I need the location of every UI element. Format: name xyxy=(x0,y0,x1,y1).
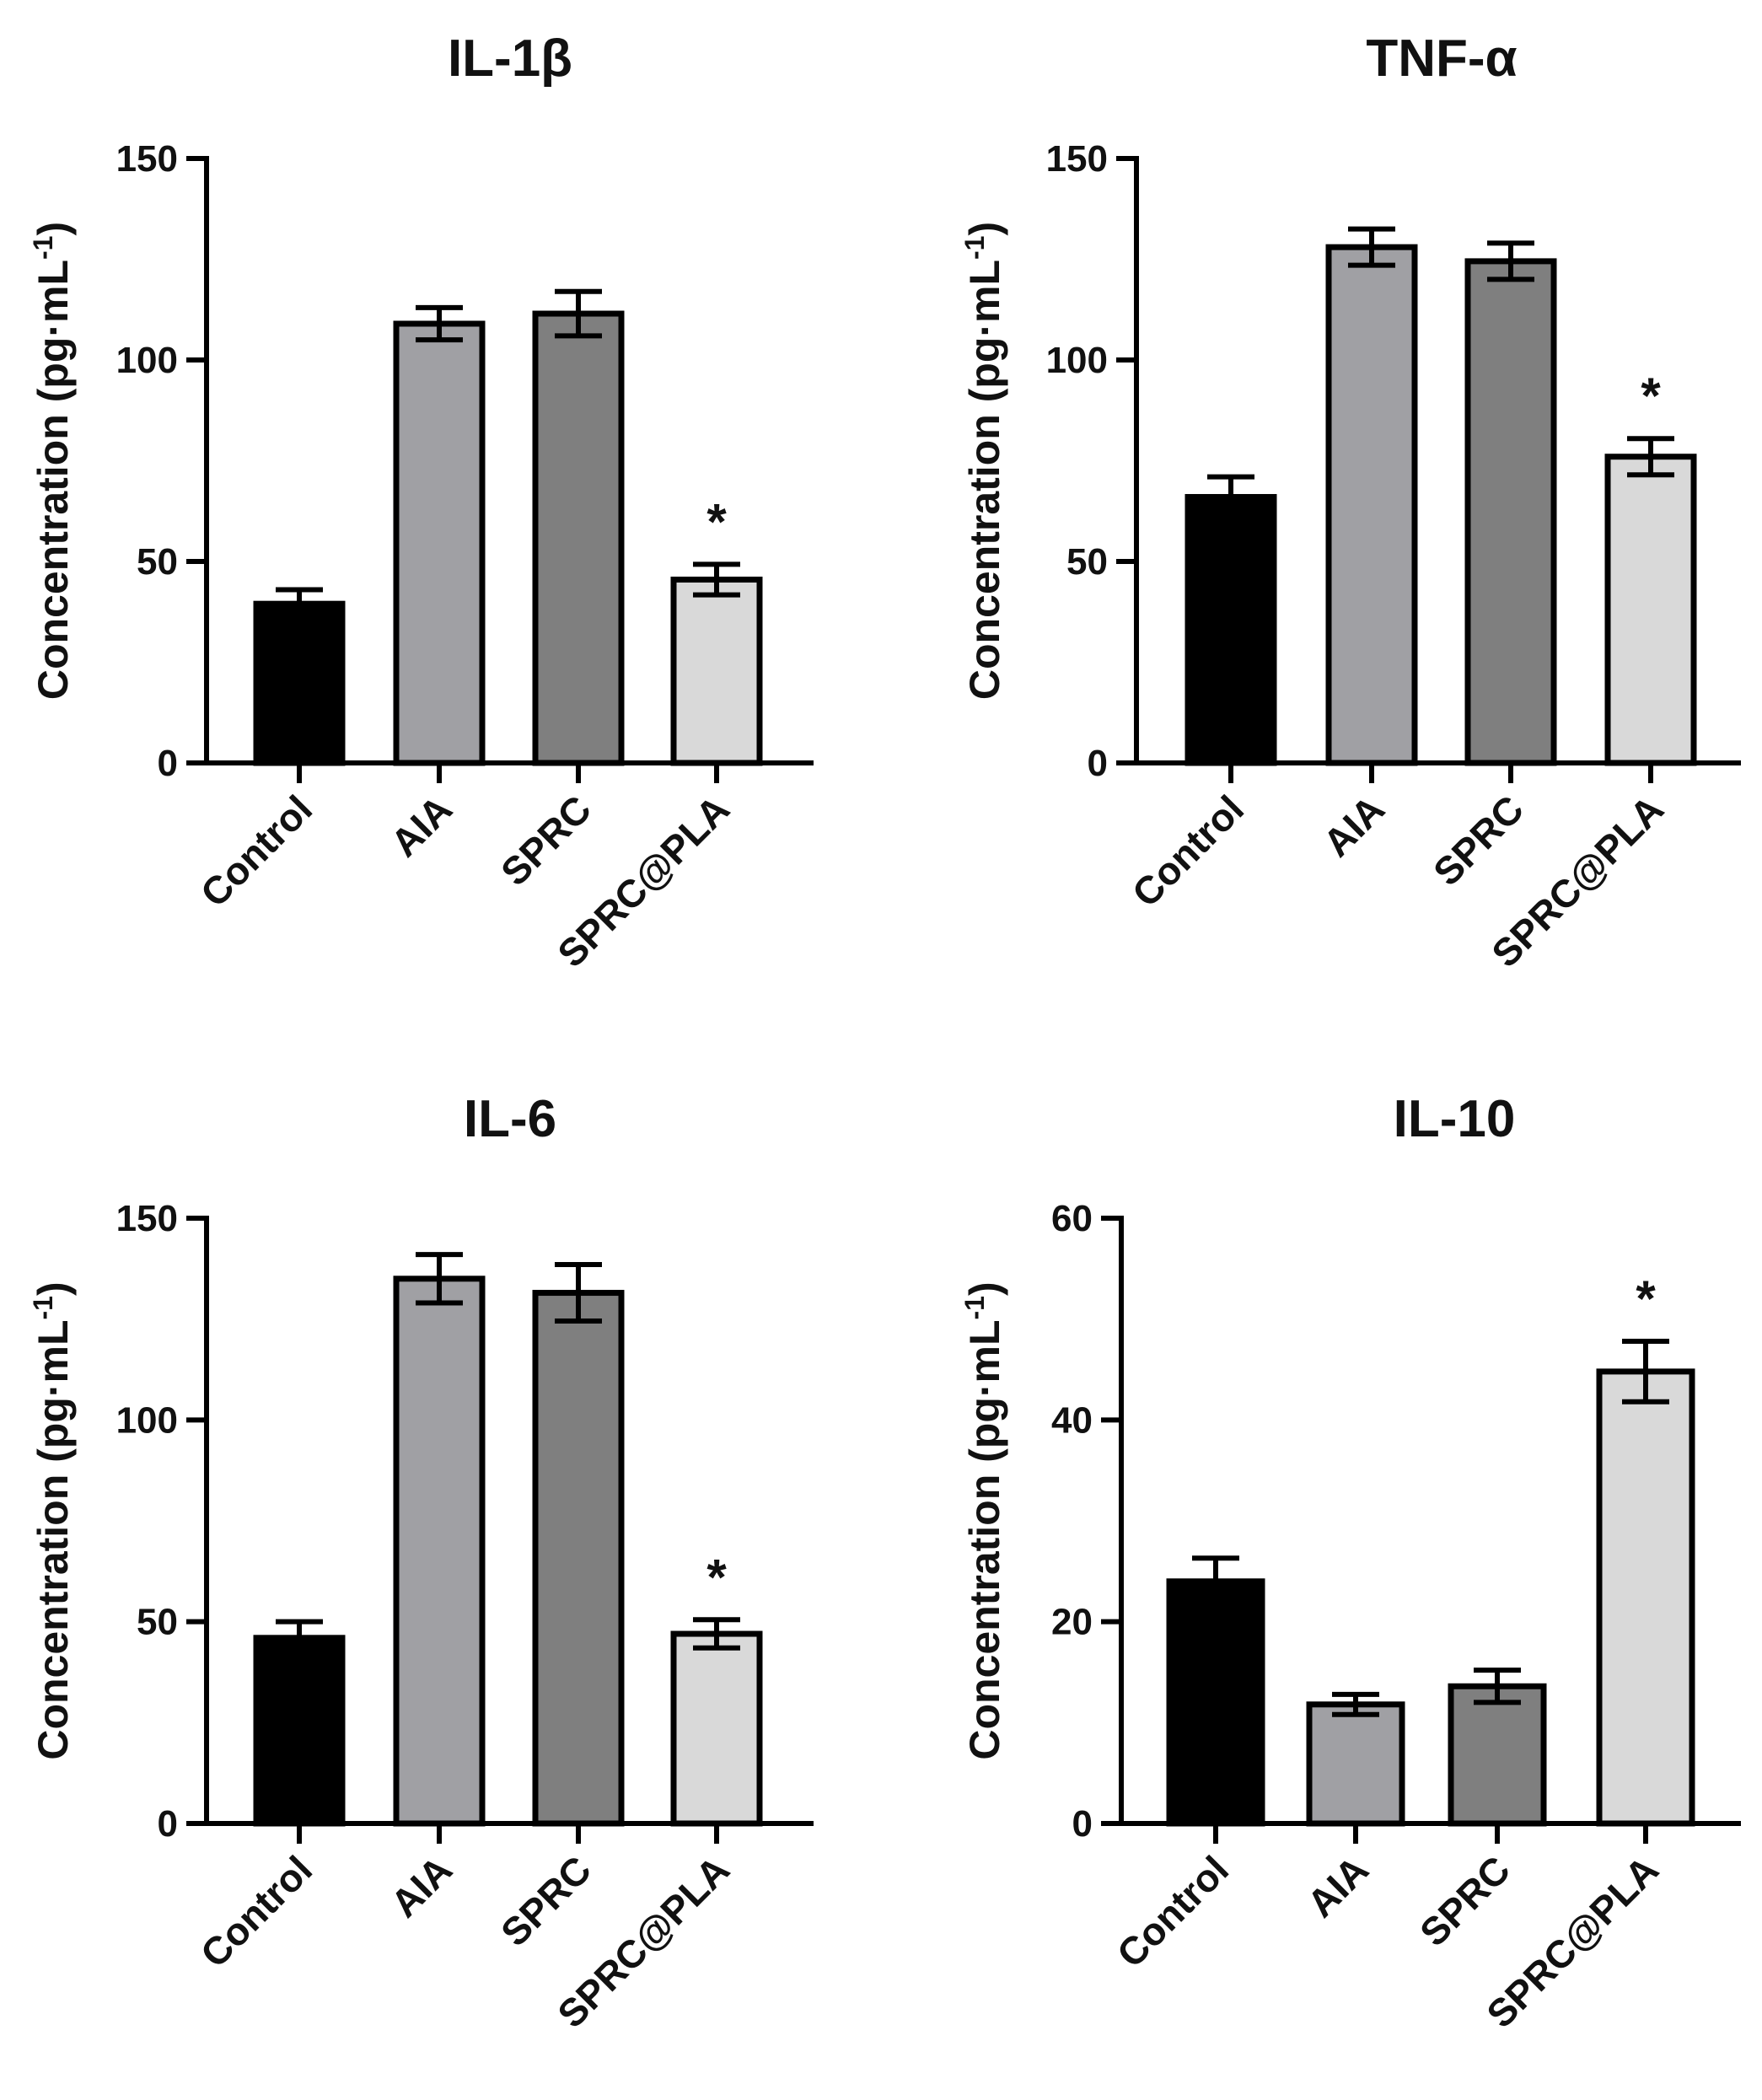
panel-title: TNF-α xyxy=(1366,30,1517,88)
significance-mark: * xyxy=(706,493,727,550)
y-tick-label: 0 xyxy=(158,1803,178,1845)
category-label: AIA xyxy=(1298,1847,1377,1925)
y-tick-label: 20 xyxy=(1051,1602,1093,1643)
y-axis-label: Concentration (pg·mL-1) xyxy=(28,222,77,700)
y-tick-label: 150 xyxy=(116,1198,178,1239)
error-bar xyxy=(416,1252,463,1306)
error-bar xyxy=(1192,1555,1239,1608)
significance-mark: * xyxy=(1636,1270,1656,1327)
error-bar xyxy=(276,587,323,620)
error-bar xyxy=(1627,436,1674,478)
bar-control xyxy=(1166,1578,1265,1827)
error-bar xyxy=(1474,1668,1521,1705)
bar-control xyxy=(253,600,346,766)
significance-mark: * xyxy=(1641,368,1661,424)
error-bar xyxy=(1207,474,1254,520)
panel-2: TNF-α Concentration (pg·mL-1) Control AIA SP… xyxy=(959,30,1741,975)
y-tick-label: 50 xyxy=(137,541,178,583)
y-tick-label: 100 xyxy=(116,1399,178,1441)
error-bar xyxy=(1332,1691,1379,1717)
panel-title: IL-1β xyxy=(448,30,572,88)
error-bar xyxy=(416,304,463,343)
category-label: Control xyxy=(1124,787,1252,915)
y-tick-label: 0 xyxy=(1072,1803,1093,1845)
bar-sprc xyxy=(532,1290,625,1827)
error-bar xyxy=(693,561,740,598)
bar-sprc xyxy=(532,310,625,766)
bar-aia xyxy=(1325,244,1418,766)
y-axis-label: Concentration (pg·mL-1) xyxy=(959,222,1008,700)
y-tick-label: 0 xyxy=(158,743,178,784)
category-label: SPRC xyxy=(1425,787,1532,894)
y-axis-label-close: ) xyxy=(30,1281,77,1296)
bar-sprcpla xyxy=(670,1630,763,1827)
category-label: SPRC xyxy=(492,1847,599,1954)
y-tick-label: 150 xyxy=(116,138,178,180)
bar-sprcpla xyxy=(670,577,763,766)
y-tick-label: 100 xyxy=(1046,340,1108,381)
bar-sprcpla xyxy=(1596,1368,1695,1827)
category-label: Control xyxy=(192,1847,320,1975)
y-axis-label-main: Concentration (pg·mL xyxy=(30,1319,77,1759)
bar-control xyxy=(253,1635,346,1827)
category-label: AIA xyxy=(382,787,460,865)
error-bar xyxy=(1622,1338,1669,1404)
bar-control xyxy=(1185,494,1277,766)
y-axis-label: Concentration (pg·mL-1) xyxy=(28,1281,77,1759)
panel-title: IL-10 xyxy=(1394,1090,1516,1148)
bar-aia xyxy=(393,1276,486,1827)
y-axis-label-superscript: -1 xyxy=(959,1296,990,1319)
category-label: Control xyxy=(1109,1847,1237,1975)
y-axis-label-close: ) xyxy=(30,222,77,236)
y-tick-label: 0 xyxy=(1088,743,1108,784)
y-tick-label: 50 xyxy=(1066,541,1108,583)
error-bar xyxy=(693,1617,740,1651)
category-label: Control xyxy=(192,787,320,915)
error-bar xyxy=(1487,240,1534,282)
y-axis-label-superscript: -1 xyxy=(28,1296,58,1319)
y-axis-label-main: Concentration (pg·mL xyxy=(30,260,77,700)
y-tick-label: 100 xyxy=(116,340,178,381)
error-bar xyxy=(555,288,602,339)
y-axis-label-main: Concentration (pg·mL xyxy=(961,1319,1008,1759)
significance-mark: * xyxy=(706,1549,727,1605)
panel-1: IL-1β Concentration (pg·mL-1) Control AIA SP… xyxy=(28,30,814,975)
y-tick-label: 50 xyxy=(137,1602,178,1643)
y-axis-label-close: ) xyxy=(961,222,1008,236)
error-bar xyxy=(1348,226,1395,268)
bar-sprc xyxy=(1464,258,1557,766)
bar-sprcpla xyxy=(1604,454,1697,766)
bar-aia xyxy=(393,320,486,766)
y-tick-label: 40 xyxy=(1051,1399,1093,1441)
y-tick-label: 150 xyxy=(1046,138,1108,180)
category-label: SPRC xyxy=(1411,1847,1518,1954)
y-tick-label: 60 xyxy=(1051,1198,1093,1239)
bar-aia xyxy=(1306,1701,1405,1827)
error-bar xyxy=(555,1262,602,1324)
y-axis-label: Concentration (pg·mL-1) xyxy=(959,1281,1008,1759)
bar-sprc xyxy=(1448,1683,1547,1827)
y-axis-label-superscript: -1 xyxy=(959,236,990,260)
y-axis-label-main: Concentration (pg·mL xyxy=(961,260,1008,700)
category-label: AIA xyxy=(382,1847,460,1925)
panel-3: IL-6 Concentration (pg·mL-1) Control AIA SPR… xyxy=(28,1090,814,2036)
y-axis-label-superscript: -1 xyxy=(28,236,58,260)
y-axis-label-close: ) xyxy=(961,1281,1008,1296)
panel-title: IL-6 xyxy=(464,1090,556,1148)
category-label: SPRC xyxy=(492,787,599,894)
panel-4: IL-10 Concentration (pg·mL-1) Control AIA SP… xyxy=(959,1090,1741,2036)
category-label: AIA xyxy=(1314,787,1393,865)
error-bar xyxy=(276,1619,323,1657)
